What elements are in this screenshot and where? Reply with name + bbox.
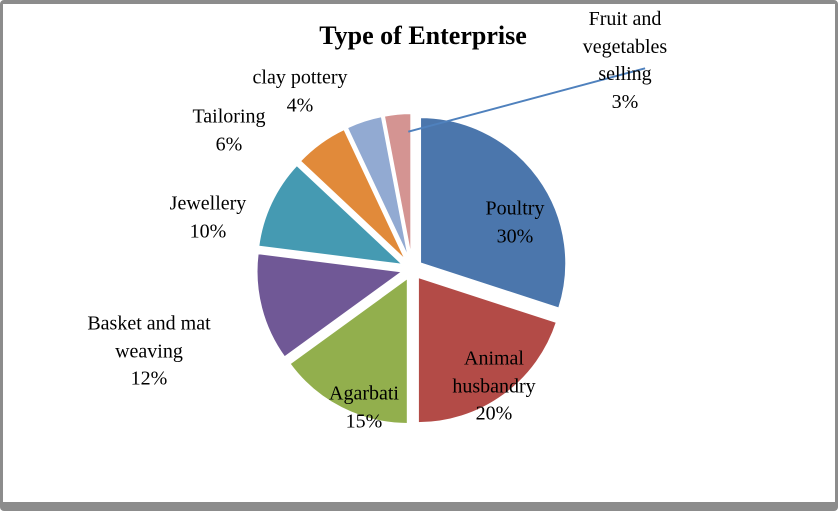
pie-label-fruit-and-vegetables-selling: Fruit and vegetables selling 3% (567, 6, 683, 116)
pie-slice-animal-husbandry (416, 275, 558, 425)
pie-label-jewellery: Jewellery 10% (146, 190, 270, 245)
pie-label-percent: 20% (475, 402, 513, 425)
pie-label-category: Jewellery (169, 192, 247, 215)
pie-label-percent: 4% (286, 94, 314, 116)
pie-slice-clay-pottery (345, 115, 411, 261)
chart-title: Type of Enterprise (319, 21, 527, 50)
pie-label-category: Agarbati (329, 382, 399, 405)
pie-slice-tailoring (298, 127, 408, 263)
pie-label-category: Tailoring (192, 105, 266, 128)
pie-chart (255, 67, 646, 425)
pie-label-poultry: Poultry 30% (455, 195, 575, 250)
pie-slice-fruit-and-vegetables-selling (382, 112, 413, 261)
pie-slice-poultry (419, 116, 568, 310)
pie-label-tailoring: Tailoring 6% (167, 103, 291, 158)
pie-label-percent: 6% (215, 133, 243, 155)
pie-label-percent: 3% (611, 90, 639, 113)
pie-label-animal-husbandry: Animal husbandry 20% (427, 346, 561, 429)
pie-label-category: Poultry (485, 197, 545, 220)
pie-label-agarbati: Agarbati 15% (302, 380, 426, 435)
pie-slice-jewellery (257, 163, 405, 266)
leader-line-fruit-and-vegetables-selling (408, 67, 646, 133)
pie-label-percent: 15% (345, 410, 383, 432)
pie-label-percent: 12% (130, 367, 168, 390)
pie-label-percent: 10% (189, 220, 227, 242)
pie-label-category: Basket and mat weaving (87, 312, 211, 363)
pie-slice-agarbati (288, 276, 409, 425)
pie-label-category: Fruit and vegetables selling (582, 7, 668, 85)
pie-label-basket-and-mat-weaving: Basket and mat weaving 12% (79, 311, 219, 394)
pie-label-category: clay pottery (252, 66, 348, 89)
pie-label-percent: 30% (496, 225, 534, 247)
pie-slice-basket-and-mat-weaving (255, 252, 404, 359)
pie-label-category: Animal husbandry (452, 347, 536, 398)
pie-label-clay-pottery: clay pottery 4% (223, 64, 377, 119)
